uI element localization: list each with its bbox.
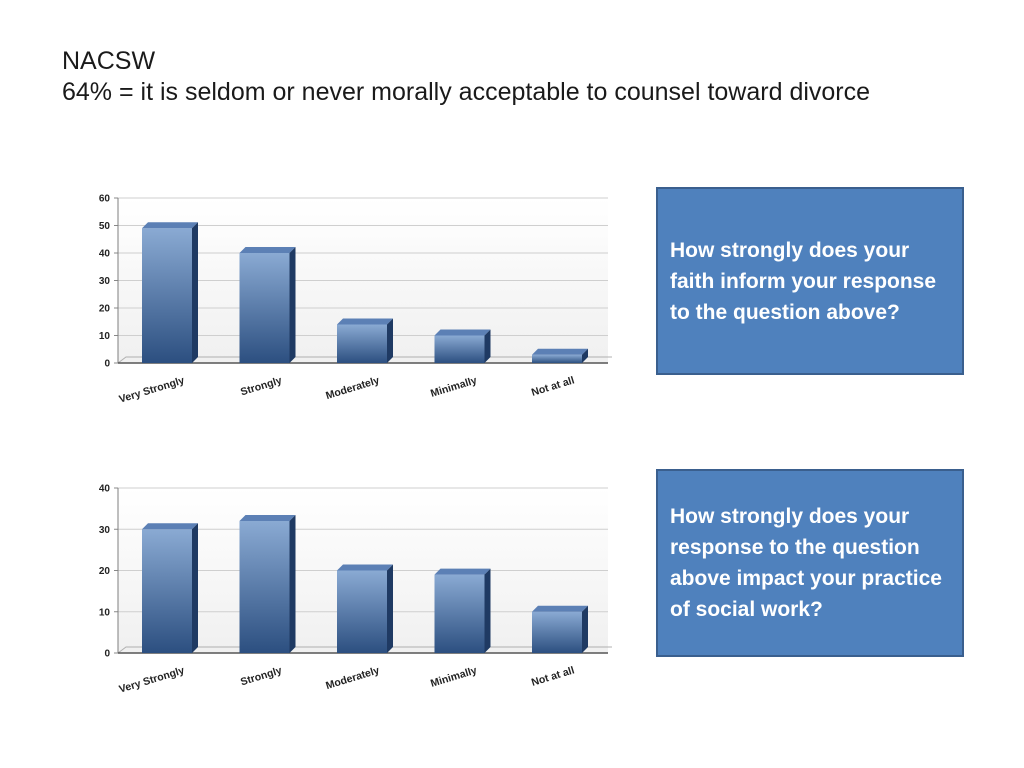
practice-impact-bar-chart: 0 10 20 30 40 Very Strongly Strongly Moderately… bbox=[99, 484, 612, 696]
bar bbox=[337, 318, 393, 363]
y-tick-label: 20 bbox=[99, 304, 111, 315]
bar-side bbox=[192, 523, 198, 653]
practice-question-text: How strongly does your response to the q… bbox=[670, 505, 942, 621]
x-tick-label: Strongly bbox=[239, 374, 283, 398]
bar-front bbox=[337, 324, 387, 363]
slide-title-line2: 64% = it is seldom or never morally acce… bbox=[62, 78, 871, 106]
bar-side bbox=[484, 568, 491, 653]
bar-front bbox=[434, 335, 485, 363]
y-tick-label: 40 bbox=[99, 484, 111, 495]
bar-front bbox=[337, 570, 387, 653]
bar-side bbox=[387, 564, 393, 653]
bar bbox=[434, 329, 491, 363]
y-tick-label: 50 bbox=[99, 221, 111, 232]
x-tick-label: Very Strongly bbox=[118, 374, 186, 405]
x-tick-label: Moderately bbox=[324, 664, 381, 692]
bar bbox=[239, 247, 296, 363]
bar bbox=[142, 222, 198, 363]
bar-front bbox=[142, 228, 192, 363]
bar-top bbox=[142, 222, 198, 229]
y-tick-label: 10 bbox=[99, 607, 111, 618]
x-tick-label: Strongly bbox=[239, 664, 283, 688]
bar-front bbox=[239, 521, 290, 653]
bar-front bbox=[532, 611, 582, 653]
bar-front bbox=[142, 529, 192, 653]
faith-inform-bar-chart: 0 10 20 30 40 50 60 Very Strongly Strongly Modera… bbox=[99, 194, 612, 406]
x-tick-label: Minimally bbox=[429, 664, 478, 690]
y-tick-label: 30 bbox=[99, 525, 111, 536]
bar bbox=[532, 348, 588, 363]
faith-question-box: How strongly does your faith inform your… bbox=[656, 187, 964, 375]
bar-front bbox=[434, 574, 485, 653]
y-tick-label: 10 bbox=[99, 331, 111, 342]
bar-side bbox=[289, 515, 296, 653]
slide-title: NACSW 64% = it is seldom or never morall… bbox=[62, 46, 870, 108]
slide-title-line1: NACSW bbox=[62, 47, 156, 75]
bar-top bbox=[239, 247, 296, 253]
faith-question-text: How strongly does your faith inform your… bbox=[670, 238, 937, 324]
bar-top bbox=[142, 523, 198, 530]
y-tick-label: 20 bbox=[99, 566, 111, 577]
bar-top bbox=[239, 515, 296, 521]
y-tick-label: 0 bbox=[104, 649, 110, 660]
y-tick-label: 60 bbox=[99, 194, 111, 205]
bar-top bbox=[337, 318, 393, 325]
bar-side bbox=[192, 222, 198, 363]
y-tick-label: 40 bbox=[99, 249, 111, 260]
bar-side bbox=[387, 318, 393, 363]
bar bbox=[337, 564, 393, 653]
practice-question-box: How strongly does your response to the q… bbox=[656, 469, 964, 657]
bar-front bbox=[532, 354, 582, 363]
x-tick-label: Moderately bbox=[324, 374, 381, 402]
bar-side bbox=[484, 329, 491, 363]
bar-side bbox=[582, 605, 588, 653]
bar-top bbox=[337, 564, 393, 571]
x-tick-label: Minimally bbox=[429, 374, 478, 400]
x-tick-label: Not at all bbox=[530, 664, 576, 688]
bar-side bbox=[289, 247, 296, 363]
bar-top bbox=[434, 329, 491, 336]
bar bbox=[239, 515, 296, 653]
bar-side bbox=[582, 348, 588, 363]
bar bbox=[142, 523, 198, 653]
y-tick-label: 30 bbox=[99, 276, 111, 287]
bar-top bbox=[532, 605, 588, 612]
bar bbox=[532, 605, 588, 653]
x-tick-label: Not at all bbox=[530, 374, 576, 398]
bar-front bbox=[239, 253, 290, 363]
bar bbox=[434, 568, 491, 653]
bar-top bbox=[532, 348, 588, 355]
y-tick-label: 0 bbox=[104, 359, 110, 370]
bar-top bbox=[434, 568, 491, 575]
x-tick-label: Very Strongly bbox=[118, 664, 186, 695]
